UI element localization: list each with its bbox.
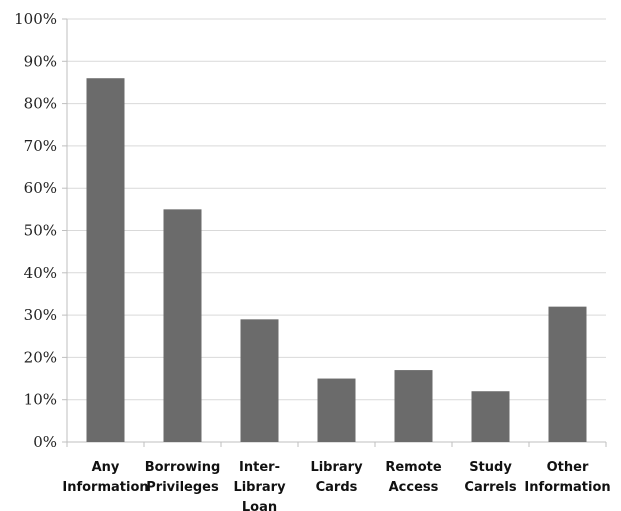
y-tick-label-0: 0%	[33, 433, 57, 451]
y-tick-label-1: 10%	[24, 391, 57, 409]
x-tick-label-1: Borrowing Privileges	[145, 460, 221, 495]
bar-3	[317, 378, 356, 442]
y-tick-label-9: 90%	[24, 52, 57, 70]
bar-6	[548, 306, 587, 442]
y-tick-label-7: 70%	[24, 137, 57, 155]
bar-4	[394, 370, 433, 442]
bar-5	[471, 391, 510, 442]
x-tick-label-6: Other Information	[524, 460, 610, 495]
y-tick-label-10: 100%	[14, 10, 57, 28]
x-tick-label-3: Library Cards	[310, 460, 363, 495]
y-axis-tick-labels: 0% 10% 20% 30% 40% 50% 60% 70% 80% 90% 100%	[14, 10, 57, 451]
gridlines	[67, 18, 606, 401]
x-tick-label-5: Study Carrels	[464, 460, 516, 495]
x-tick-label-2: Inter-Library Loan	[233, 460, 286, 511]
y-tick-label-5: 50%	[24, 222, 57, 240]
y-tick-label-2: 20%	[24, 348, 57, 366]
x-tick-label-4: Remote Access	[385, 460, 442, 495]
bar-1	[163, 209, 202, 442]
bars	[86, 78, 587, 442]
bar-2	[240, 319, 279, 442]
bar-0	[86, 78, 125, 442]
y-tick-label-6: 60%	[24, 179, 57, 197]
y-tick-label-4: 40%	[24, 264, 57, 282]
x-tick-label-0: Any Information	[62, 460, 148, 495]
y-tick-label-8: 80%	[24, 95, 57, 113]
y-tick-label-3: 30%	[24, 306, 57, 324]
